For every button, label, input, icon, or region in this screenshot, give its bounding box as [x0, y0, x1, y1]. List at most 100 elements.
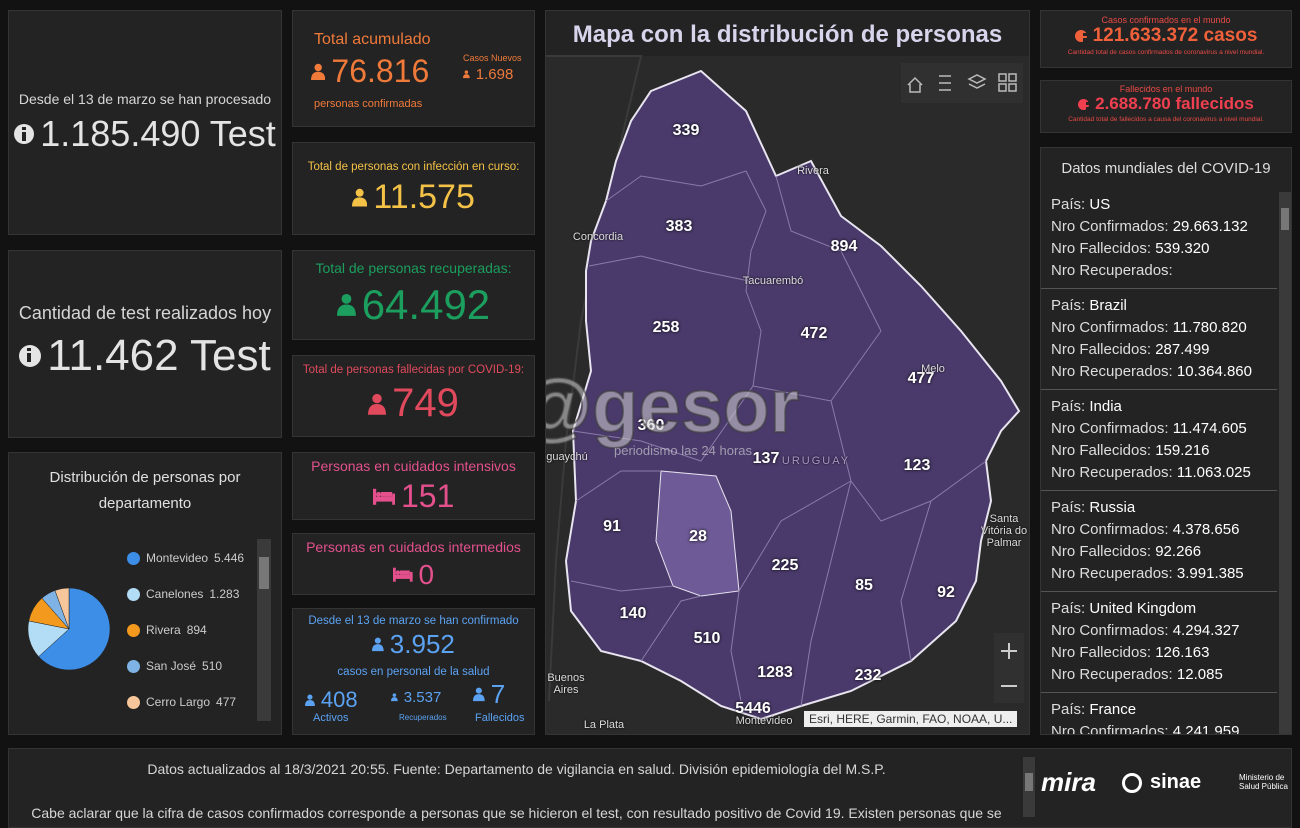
panel-title: Datos mundiales del COVID-19: [1061, 160, 1271, 177]
value-row: 151: [293, 478, 534, 515]
country-name: Brazil: [1089, 297, 1127, 314]
department-count: 510: [693, 630, 721, 647]
shape: [392, 693, 397, 698]
breakdown-value: 3.537: [391, 689, 441, 706]
new-label: Casos Nuevos: [463, 53, 522, 63]
scrollbar[interactable]: [1023, 757, 1035, 817]
value-row: 0: [293, 559, 534, 591]
country-card: País: India Nro Confirmados: 11.474.605 Nr…: [1041, 390, 1277, 491]
shape: [372, 496, 395, 502]
icon: [473, 687, 485, 702]
country-row: Nro Recuperados:: [1051, 260, 1277, 282]
shape: [900, 500, 932, 662]
country-card: País: France Nro Confirmados: 4.241.959: [1041, 693, 1277, 735]
row-value: 12.085: [1176, 666, 1223, 683]
country-card: País: Russia Nro Confirmados: 4.378.656 Nr…: [1041, 491, 1277, 592]
row-value: 92.266: [1155, 543, 1202, 560]
shape: [314, 63, 322, 71]
row-label: Nro Recuperados:: [1051, 262, 1173, 279]
country-header: País: France: [1051, 699, 1277, 721]
world-confirmed-panel: Casos confirmados en el mundo 121.633.37…: [1040, 10, 1292, 68]
legend-item: San José 510: [127, 659, 222, 673]
scroll-thumb[interactable]: [1281, 208, 1289, 230]
intensivos-panel: Personas en cuidados intensivos 151: [292, 452, 535, 520]
logo-text: sinae: [1150, 771, 1202, 793]
shape: [336, 305, 356, 317]
department-count: 123: [903, 457, 931, 474]
legend-dot: [127, 695, 140, 709]
department-count: 137: [752, 450, 780, 467]
legend-name: Canelones: [146, 587, 204, 601]
value-row: 11.462 Test: [9, 331, 281, 381]
attribution: Esri, HERE, Garmin, FAO, NOAA, U...: [804, 711, 1018, 727]
row-value: 4.378.656: [1172, 521, 1240, 538]
value: 64.492: [361, 281, 491, 328]
country-row: Nro Recuperados: 3.991.385: [1051, 563, 1277, 585]
title: Personas en cuidados intensivos: [311, 458, 516, 474]
world-deaths-panel: Fallecidos en el mundo 2.688.780 falleci…: [1040, 80, 1292, 133]
breakdown-label: Activos: [313, 712, 349, 724]
department-count: 383: [665, 218, 693, 235]
shape: [409, 572, 413, 582]
info-icon: [14, 124, 35, 144]
shape: [341, 294, 352, 305]
value: 11.462 Test: [47, 331, 271, 380]
scroll-thumb[interactable]: [1025, 773, 1033, 791]
value: 76.816: [331, 53, 430, 89]
legend-dot: [127, 551, 140, 565]
recuperadas-panel: Total de personas recuperadas: 64.492: [292, 250, 535, 340]
place-label: URUGUAY: [781, 455, 851, 467]
department-count: 894: [830, 238, 858, 255]
country-header: País: India: [1051, 396, 1277, 418]
country-row: Nro Fallecidos: 92.266: [1051, 541, 1277, 563]
place-label: Montevideo: [735, 715, 793, 727]
legend-item: Rivera 894: [127, 623, 207, 637]
caption: Desde el 13 de marzo se han procesado: [18, 91, 272, 107]
info-icon: [1074, 30, 1087, 47]
footer-line: Datos actualizados al 18/3/2021 20:55. F…: [147, 761, 886, 777]
country-list[interactable]: País: US Nro Confirmados: 29.663.132 Nro F…: [1041, 188, 1281, 735]
shape: [570, 580, 674, 592]
shape: [473, 694, 485, 702]
row-value: 11.474.605: [1172, 420, 1247, 437]
value-row: 2.688.780 fallecidos: [1041, 94, 1291, 116]
shape: [391, 697, 398, 702]
department-count: 258: [652, 319, 680, 336]
scrollbar[interactable]: [1279, 192, 1291, 734]
row-value: 4.294.327: [1172, 622, 1240, 639]
note: Cantidad total de casos confirmados de c…: [1067, 49, 1265, 56]
row-value: 539.320: [1155, 240, 1210, 257]
place-label: Concordia: [572, 231, 624, 243]
legend-value: 477: [216, 695, 237, 709]
value-row: 3.952: [293, 629, 534, 660]
country-label: País:: [1051, 398, 1086, 415]
country-card: País: Brazil Nro Confirmados: 11.780.820 N…: [1041, 289, 1277, 390]
row-value: 3.991.385: [1176, 565, 1244, 582]
shape: [311, 71, 326, 81]
scrollbar[interactable]: [257, 539, 271, 721]
breakdown-label: Fallecidos: [475, 712, 525, 724]
legend-name: San José: [146, 659, 197, 673]
row-label: Nro Recuperados:: [1051, 565, 1173, 582]
department-count: 92: [937, 584, 955, 601]
legend-dot: [127, 659, 140, 673]
country-header: País: United Kingdom: [1051, 598, 1277, 620]
note: Cantidad total de fallecidos a causa del…: [1068, 116, 1264, 123]
department-count: 1283: [757, 664, 793, 681]
title: Total de personas recuperadas:: [315, 260, 512, 276]
distribution-panel: Distribución de personas por departament…: [8, 452, 282, 735]
department-count: 472: [800, 325, 828, 342]
country-label: País:: [1051, 196, 1086, 213]
title: Personas en cuidados intermedios: [306, 539, 521, 555]
row-label: Nro Confirmados:: [1051, 723, 1169, 735]
footer-line: Cabe aclarar que la cifra de casos confi…: [31, 805, 1002, 821]
country-name: Russia: [1089, 499, 1136, 516]
pie-slice: [54, 587, 70, 630]
shape: [380, 491, 392, 497]
shape: [570, 170, 987, 707]
country-header: País: Brazil: [1051, 295, 1277, 317]
scroll-thumb[interactable]: [259, 557, 269, 589]
row-label: Nro Fallecidos:: [1051, 240, 1152, 257]
map-canvas[interactable]: [546, 11, 1030, 735]
row-label: Nro Recuperados:: [1051, 464, 1173, 481]
